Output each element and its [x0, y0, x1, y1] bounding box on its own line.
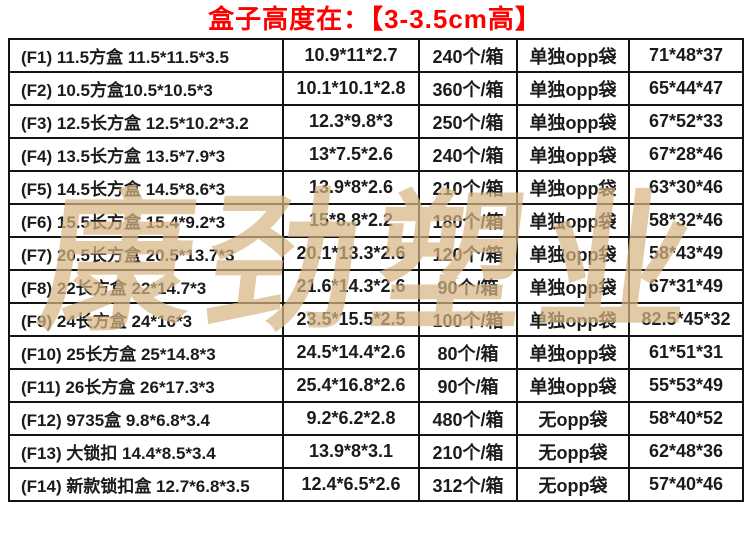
product-name: (F10) 25长方盒 25*14.8*3	[8, 335, 284, 370]
packing-type: 单独opp袋	[516, 38, 630, 73]
carton-size: 58*40*52	[628, 401, 744, 436]
inner-size: 13*7.5*2.6	[282, 137, 420, 172]
table-row: (F12) 9735盒 9.8*6.8*3.4 9.2*6.2*2.8 480个…	[8, 401, 744, 436]
packing-type: 单独opp袋	[516, 269, 630, 304]
inner-size: 12.3*9.8*3	[282, 104, 420, 139]
product-name: (F3) 12.5长方盒 12.5*10.2*3.2	[8, 104, 284, 139]
carton-size: 67*28*46	[628, 137, 744, 172]
carton-size: 63*30*46	[628, 170, 744, 205]
packing-type: 单独opp袋	[516, 368, 630, 403]
product-name: (F14) 新款锁扣盒 12.7*6.8*3.5	[8, 467, 284, 502]
qty-per-carton: 360个/箱	[418, 71, 518, 106]
inner-size: 23.5*15.5*2.5	[282, 302, 420, 337]
qty-per-carton: 250个/箱	[418, 104, 518, 139]
table-row: (F4) 13.5长方盒 13.5*7.9*3 13*7.5*2.6 240个/…	[8, 137, 744, 172]
product-name: (F12) 9735盒 9.8*6.8*3.4	[8, 401, 284, 436]
qty-per-carton: 240个/箱	[418, 137, 518, 172]
table-row: (F6) 15.5长方盒 15.4*9.2*3 15*8.8*2.2 180个/…	[8, 203, 744, 238]
qty-per-carton: 480个/箱	[418, 401, 518, 436]
product-name: (F8) 22长方盒 22*14.7*3	[8, 269, 284, 304]
product-name: (F1) 11.5方盒 11.5*11.5*3.5	[8, 38, 284, 73]
qty-per-carton: 120个/箱	[418, 236, 518, 271]
product-name: (F2) 10.5方盒10.5*10.5*3	[8, 71, 284, 106]
inner-size: 12.4*6.5*2.6	[282, 467, 420, 502]
carton-size: 55*53*49	[628, 368, 744, 403]
table-row: (F5) 14.5长方盒 14.5*8.6*3 13.9*8*2.6 210个/…	[8, 170, 744, 205]
inner-size: 20.1*13.3*2.6	[282, 236, 420, 271]
packing-type: 无opp袋	[516, 467, 630, 502]
page-title: 盒子高度在：【3-3.5cm高】	[208, 4, 542, 34]
product-name: (F4) 13.5长方盒 13.5*7.9*3	[8, 137, 284, 172]
qty-per-carton: 90个/箱	[418, 368, 518, 403]
box-spec-table: (F1) 11.5方盒 11.5*11.5*3.5 10.9*11*2.7 24…	[8, 38, 744, 502]
inner-size: 25.4*16.8*2.6	[282, 368, 420, 403]
carton-size: 61*51*31	[628, 335, 744, 370]
qty-per-carton: 180个/箱	[418, 203, 518, 238]
qty-per-carton: 100个/箱	[418, 302, 518, 337]
packing-type: 单独opp袋	[516, 302, 630, 337]
inner-size: 24.5*14.4*2.6	[282, 335, 420, 370]
table-row: (F14) 新款锁扣盒 12.7*6.8*3.5 12.4*6.5*2.6 31…	[8, 467, 744, 502]
table-row: (F13) 大锁扣 14.4*8.5*3.4 13.9*8*3.1 210个/箱…	[8, 434, 744, 469]
inner-size: 9.2*6.2*2.8	[282, 401, 420, 436]
inner-size: 15*8.8*2.2	[282, 203, 420, 238]
qty-per-carton: 312个/箱	[418, 467, 518, 502]
packing-type: 无opp袋	[516, 401, 630, 436]
qty-per-carton: 90个/箱	[418, 269, 518, 304]
inner-size: 13.9*8*2.6	[282, 170, 420, 205]
product-name: (F11) 26长方盒 26*17.3*3	[8, 368, 284, 403]
carton-size: 65*44*47	[628, 71, 744, 106]
packing-type: 单独opp袋	[516, 203, 630, 238]
inner-size: 10.9*11*2.7	[282, 38, 420, 73]
inner-size: 13.9*8*3.1	[282, 434, 420, 469]
packing-type: 单独opp袋	[516, 335, 630, 370]
qty-per-carton: 210个/箱	[418, 434, 518, 469]
table-row: (F3) 12.5长方盒 12.5*10.2*3.2 12.3*9.8*3 25…	[8, 104, 744, 139]
table-row: (F8) 22长方盒 22*14.7*3 21.6*14.3*2.6 90个/箱…	[8, 269, 744, 304]
carton-size: 62*48*36	[628, 434, 744, 469]
qty-per-carton: 240个/箱	[418, 38, 518, 73]
product-name: (F9) 24长方盒 24*16*3	[8, 302, 284, 337]
table-row: (F1) 11.5方盒 11.5*11.5*3.5 10.9*11*2.7 24…	[8, 38, 744, 73]
carton-size: 67*52*33	[628, 104, 744, 139]
product-name: (F7) 20.5长方盒 20.5*13.7*3	[8, 236, 284, 271]
table-row: (F7) 20.5长方盒 20.5*13.7*3 20.1*13.3*2.6 1…	[8, 236, 744, 271]
table-row: (F2) 10.5方盒10.5*10.5*3 10.1*10.1*2.8 360…	[8, 71, 744, 106]
qty-per-carton: 80个/箱	[418, 335, 518, 370]
carton-size: 58*32*46	[628, 203, 744, 238]
table-row: (F9) 24长方盒 24*16*3 23.5*15.5*2.5 100个/箱 …	[8, 302, 744, 337]
inner-size: 21.6*14.3*2.6	[282, 269, 420, 304]
product-name: (F5) 14.5长方盒 14.5*8.6*3	[8, 170, 284, 205]
table-row: (F11) 26长方盒 26*17.3*3 25.4*16.8*2.6 90个/…	[8, 368, 744, 403]
packing-type: 单独opp袋	[516, 236, 630, 271]
inner-size: 10.1*10.1*2.8	[282, 71, 420, 106]
carton-size: 82.5*45*32	[628, 302, 744, 337]
packing-type: 单独opp袋	[516, 71, 630, 106]
packing-type: 单独opp袋	[516, 137, 630, 172]
product-name: (F13) 大锁扣 14.4*8.5*3.4	[8, 434, 284, 469]
packing-type: 单独opp袋	[516, 170, 630, 205]
carton-size: 67*31*49	[628, 269, 744, 304]
carton-size: 71*48*37	[628, 38, 744, 73]
carton-size: 57*40*46	[628, 467, 744, 502]
packing-type: 无opp袋	[516, 434, 630, 469]
qty-per-carton: 210个/箱	[418, 170, 518, 205]
product-name: (F6) 15.5长方盒 15.4*9.2*3	[8, 203, 284, 238]
packing-type: 单独opp袋	[516, 104, 630, 139]
carton-size: 58*43*49	[628, 236, 744, 271]
table-row: (F10) 25长方盒 25*14.8*3 24.5*14.4*2.6 80个/…	[8, 335, 744, 370]
